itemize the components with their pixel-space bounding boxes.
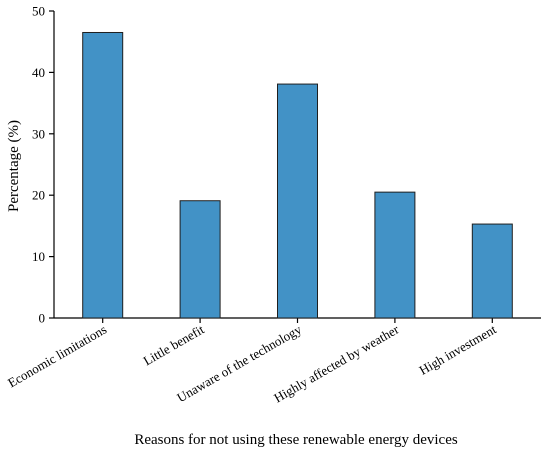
y-tick-label: 40 (32, 65, 45, 80)
bars (82, 31, 513, 319)
y-tick-label: 30 (32, 126, 45, 141)
y-axis: 0 10 20 30 40 50 (32, 4, 54, 326)
x-axis: Economic limitations Little benefitUnawar… (5, 318, 499, 405)
x-tick-label: High investment (417, 321, 500, 377)
y-axis-title: Percentage (%) (6, 120, 22, 212)
x-tick-label: Little benefit (141, 321, 207, 368)
bar (374, 191, 416, 319)
y-tick-label: 50 (32, 4, 45, 19)
x-tick-label: Economic limitations (5, 322, 109, 391)
bar (179, 200, 221, 319)
bar (471, 223, 513, 319)
y-tick-label: 20 (32, 188, 45, 203)
bar (82, 31, 124, 319)
y-tick-label: 0 (39, 311, 46, 326)
y-tick-label: 10 (32, 249, 45, 264)
bar (277, 83, 318, 319)
x-axis-title: Reasons for not using these renewable en… (134, 432, 458, 448)
